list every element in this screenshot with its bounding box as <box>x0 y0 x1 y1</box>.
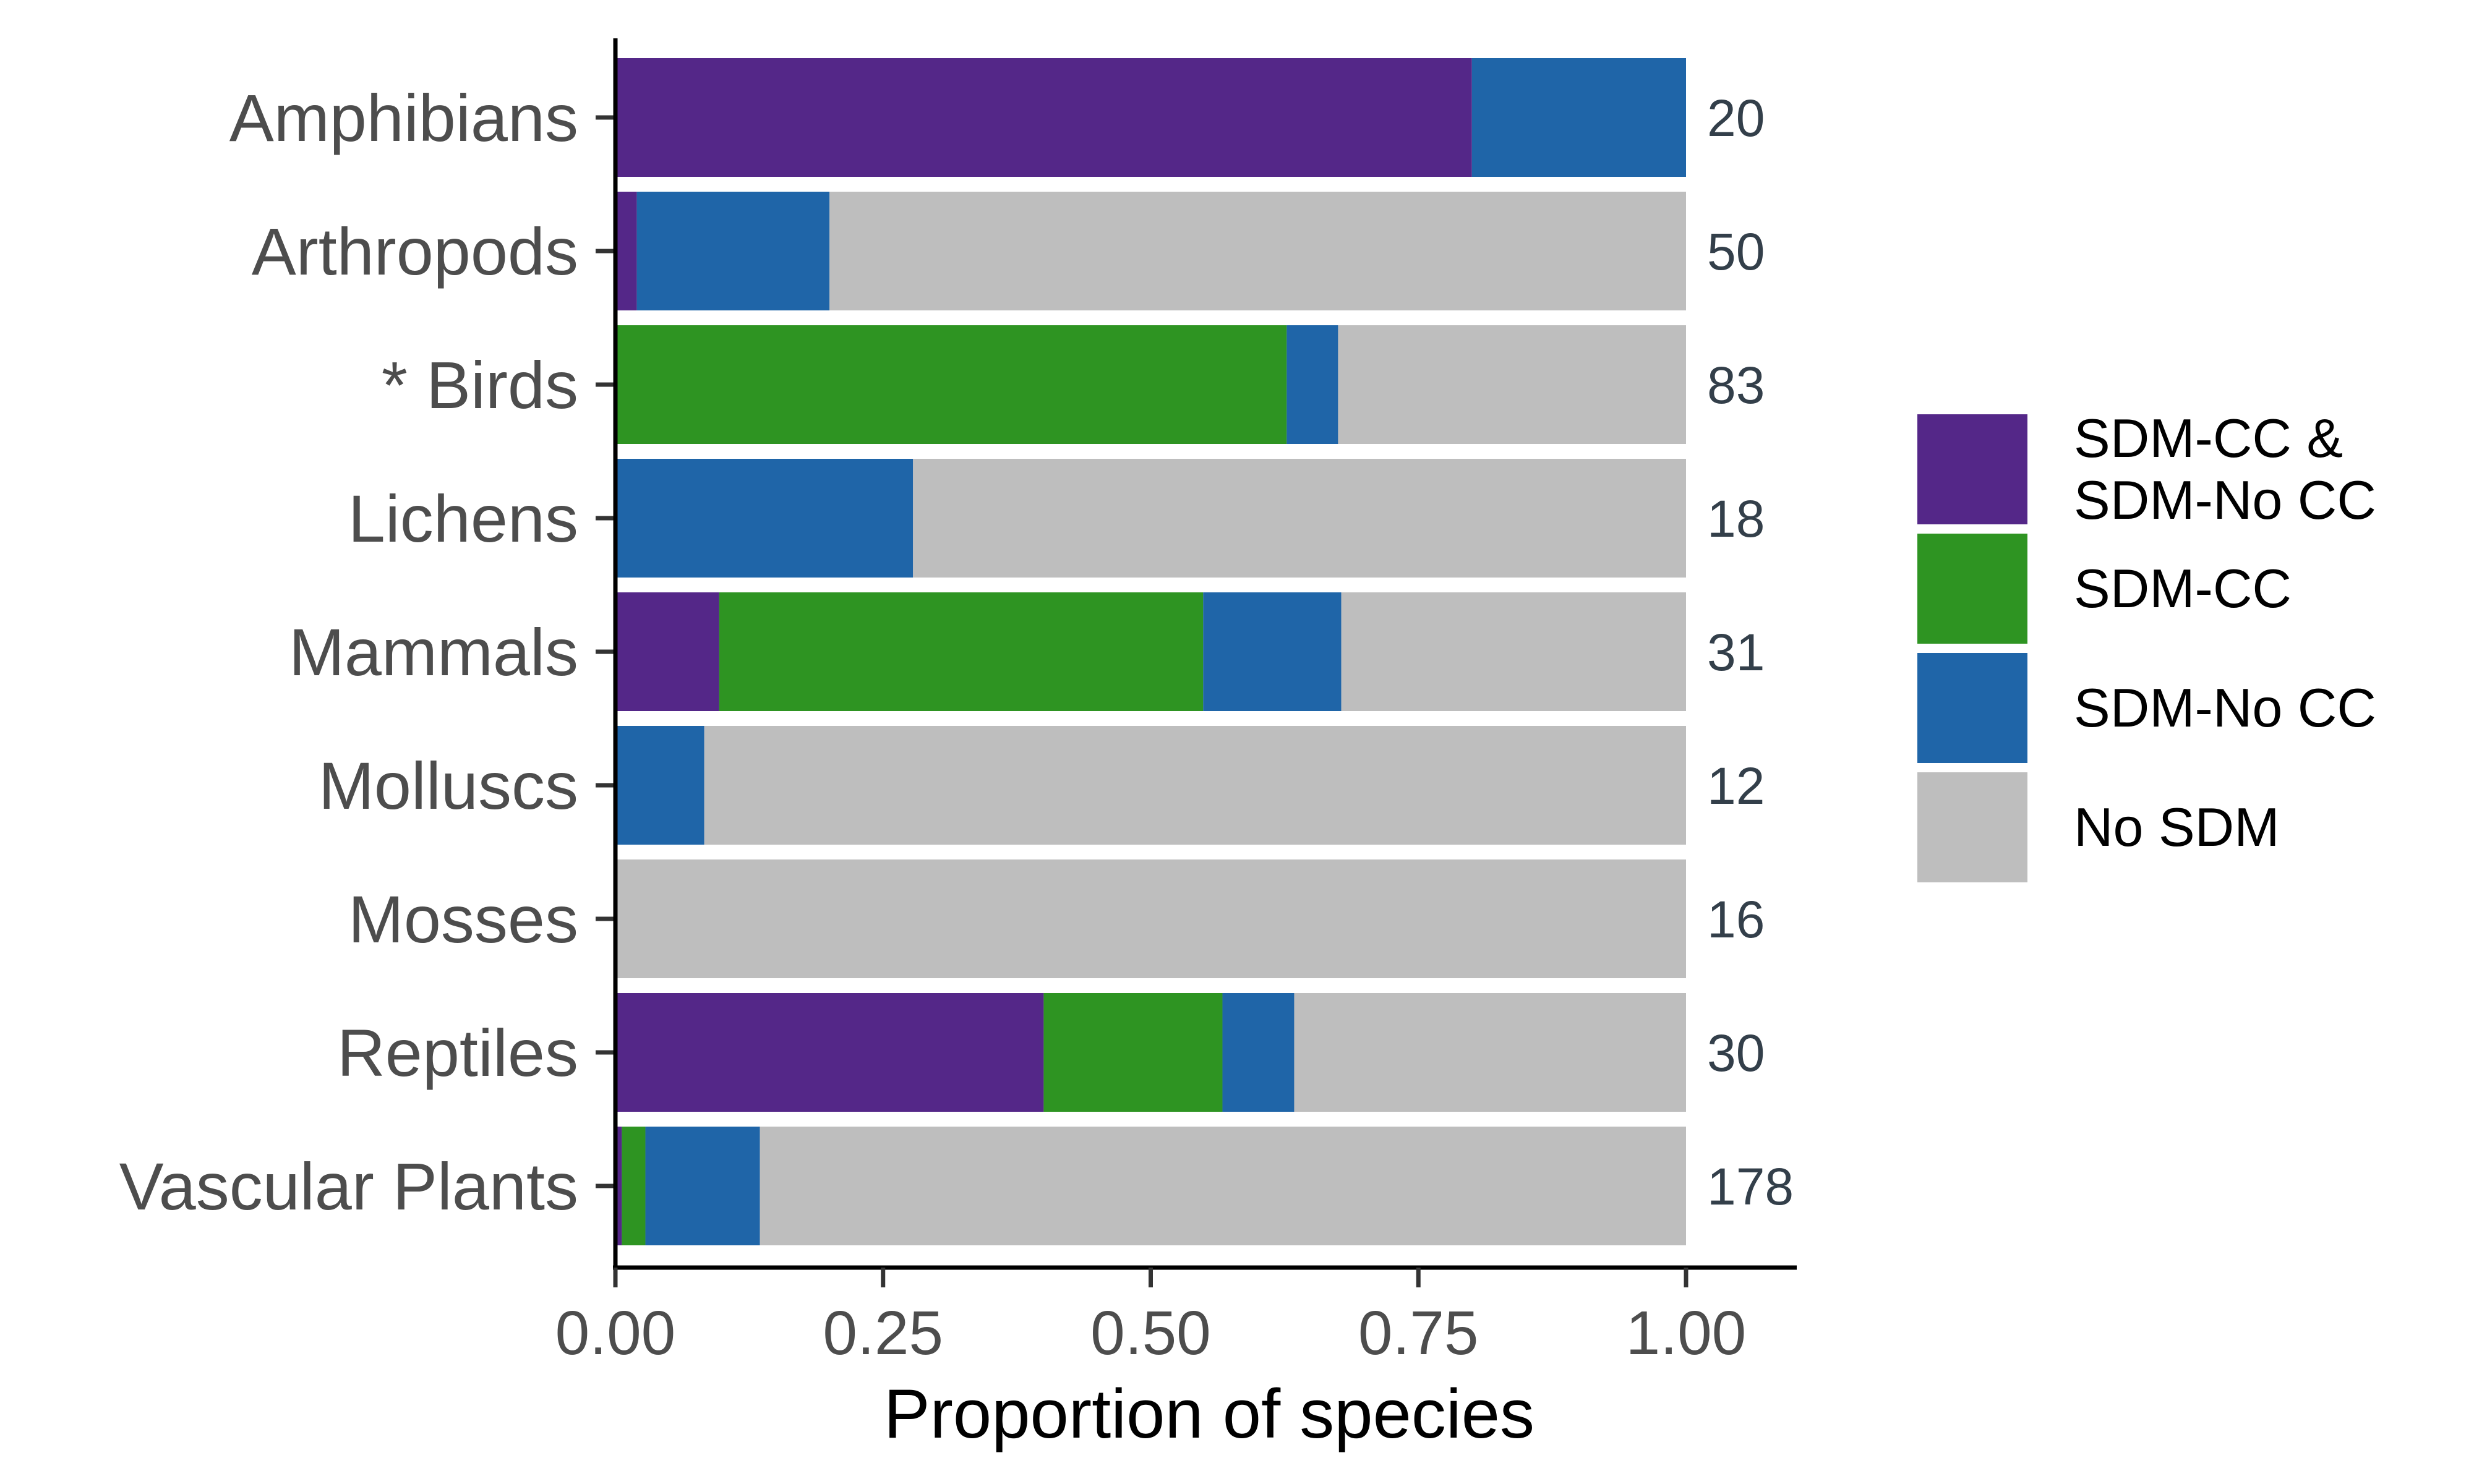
x-tick-label-3: 0.75 <box>1358 1298 1479 1368</box>
bar-lichens-no-sdm <box>913 459 1686 578</box>
category-label-birds: * Birds <box>382 348 578 422</box>
bar-arthropods-sdm-no-cc <box>636 192 830 310</box>
bar-birds-sdm-cc <box>615 325 1287 444</box>
bar-mammals-sdm-no-cc <box>1203 592 1342 711</box>
count-label-arthropods: 50 <box>1707 223 1765 281</box>
bar-vascular-plants-no-sdm <box>760 1127 1686 1245</box>
bar-vascular-plants-sdm-no-cc <box>645 1127 760 1245</box>
legend-key-sdm-no-cc <box>1917 653 2027 763</box>
bar-arthropods-no-sdm <box>829 192 1686 310</box>
bar-amphibians-sdm-cc-sdm-no-cc <box>615 58 1472 177</box>
bar-mammals-no-sdm <box>1341 592 1686 711</box>
count-label-molluscs: 12 <box>1707 757 1765 815</box>
count-label-mammals: 31 <box>1707 623 1765 681</box>
count-labels: 20 50 83 18 31 12 16 30 178 <box>1707 89 1794 1216</box>
bar-reptiles-sdm-cc-sdm-no-cc <box>615 993 1044 1112</box>
category-label-amphibians: Amphibians <box>229 80 578 155</box>
count-label-birds: 83 <box>1707 356 1765 414</box>
x-tick-label-0: 0.00 <box>555 1298 676 1368</box>
legend-key-no-sdm <box>1917 772 2027 882</box>
count-label-vascular-plants: 178 <box>1707 1158 1794 1216</box>
count-label-lichens: 18 <box>1707 490 1765 548</box>
legend-label-sdm-cc-sdm-no-cc: SDM-CC & SDM-No CC <box>2074 407 2376 531</box>
category-label-mosses: Mosses <box>348 882 578 957</box>
bar-molluscs-no-sdm <box>704 726 1686 845</box>
bar-arthropods-sdm-cc-sdm-no-cc <box>615 192 637 310</box>
legend-label-sdm-no-cc: SDM-No CC <box>2074 677 2376 738</box>
category-label-lichens: Lichens <box>348 481 578 556</box>
category-label-vascular-plants: Vascular Plants <box>119 1149 578 1224</box>
legend-label-no-sdm: No SDM <box>2074 796 2280 858</box>
legend-label-line: SDM-CC <box>2074 558 2292 619</box>
x-tick-label-1: 0.25 <box>823 1298 943 1368</box>
bar-reptiles-sdm-cc <box>1043 993 1223 1112</box>
legend-label-line: SDM-No CC <box>2074 677 2376 738</box>
legend-label-line: No SDM <box>2074 796 2280 858</box>
x-ticks: 0.00 0.25 0.50 0.75 1.00 <box>555 1268 1747 1368</box>
bar-vascular-plants-sdm-cc <box>622 1127 646 1245</box>
bar-lichens-sdm-no-cc <box>615 459 914 578</box>
bar-molluscs-sdm-no-cc <box>615 726 704 845</box>
count-label-amphibians: 20 <box>1707 89 1765 147</box>
bar-vascular-plants-sdm-cc-sdm-no-cc <box>615 1127 622 1245</box>
legend-key-sdm-cc-sdm-no-cc <box>1917 414 2027 524</box>
category-label-reptiles: Reptiles <box>337 1015 578 1090</box>
category-label-molluscs: Molluscs <box>319 748 578 823</box>
bar-reptiles-no-sdm <box>1294 993 1686 1112</box>
bar-mosses-no-sdm <box>615 859 1686 978</box>
legend-label-line: SDM-No CC <box>2074 469 2376 531</box>
bar-mammals-sdm-cc-sdm-no-cc <box>615 592 719 711</box>
legend-label-sdm-cc: SDM-CC <box>2074 558 2292 619</box>
legend-key-sdm-cc <box>1917 534 2027 644</box>
axes <box>613 38 1797 1270</box>
x-tick-label-2: 0.50 <box>1090 1298 1211 1368</box>
bar-birds-sdm-no-cc <box>1286 325 1338 444</box>
bar-amphibians-sdm-no-cc <box>1471 58 1686 177</box>
x-axis-title: Proportion of species <box>884 1375 1534 1452</box>
bar-reptiles-sdm-no-cc <box>1222 993 1295 1112</box>
category-label-mammals: Mammals <box>289 615 578 689</box>
count-label-mosses: 16 <box>1707 890 1765 949</box>
bar-birds-no-sdm <box>1338 325 1686 444</box>
count-label-reptiles: 30 <box>1707 1024 1765 1082</box>
x-tick-label-4: 1.00 <box>1626 1298 1747 1368</box>
bar-mammals-sdm-cc <box>719 592 1204 711</box>
bars-layer <box>615 58 1686 1245</box>
category-label-arthropods: Arthropods <box>252 214 578 289</box>
legend-label-line: SDM-CC & <box>2074 407 2343 469</box>
category-labels: Amphibians Arthropods * Birds Lichens Mammal… <box>119 80 615 1224</box>
